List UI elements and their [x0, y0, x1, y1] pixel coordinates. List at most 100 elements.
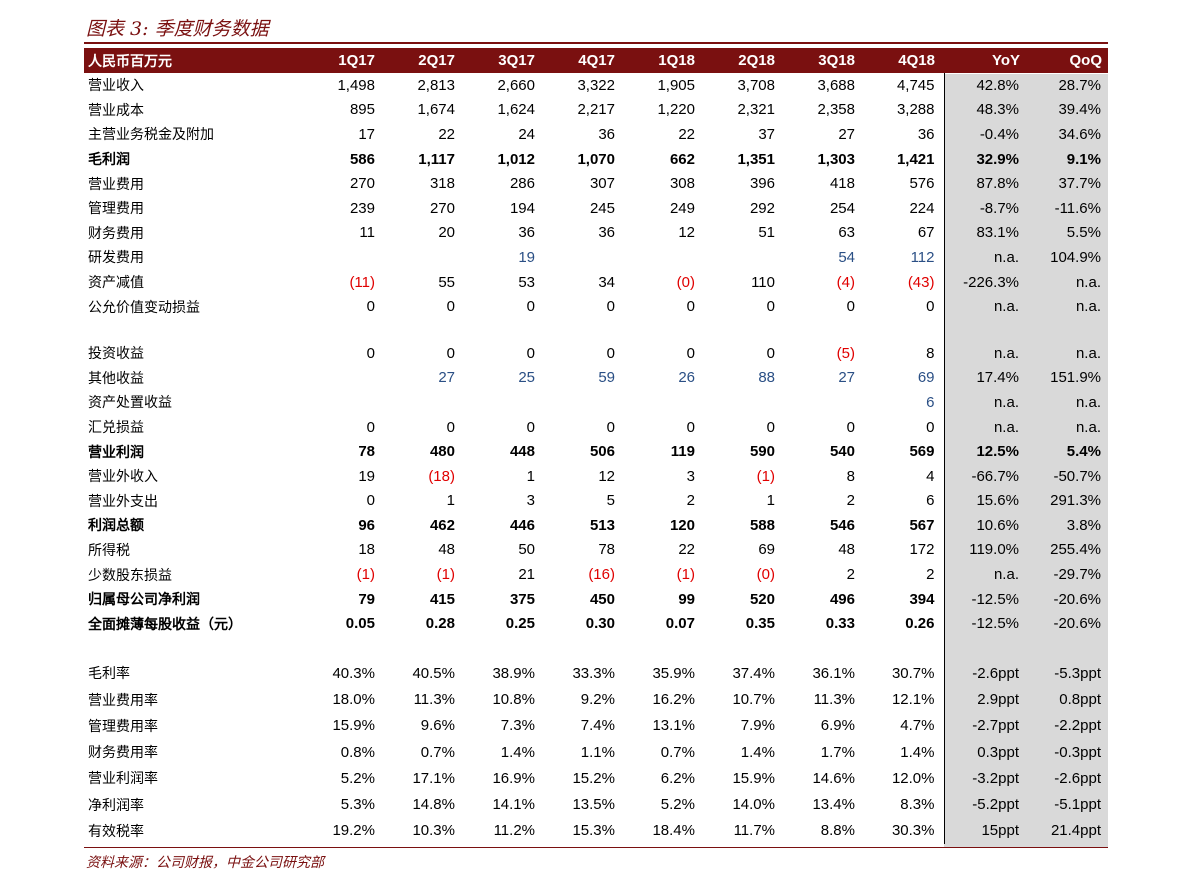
- table-row: 营业费用 270 318 286 307 308 396 418 576 87.8% 37.7%: [84, 171, 1108, 196]
- table-cell: 15.3%: [572, 822, 615, 840]
- table-cell: 9.6%: [420, 717, 455, 735]
- table-cell: 450: [589, 590, 615, 608]
- table-cell: [304, 390, 384, 415]
- table-cell: [464, 319, 544, 341]
- table-cell: 8: [864, 340, 945, 366]
- table-cell: 506: [589, 443, 615, 461]
- table-cell: 8: [846, 467, 855, 485]
- table-cell: [864, 636, 945, 661]
- table-cell: 224: [864, 195, 945, 221]
- table-cell: 34: [598, 273, 615, 291]
- table-cell: [784, 390, 864, 415]
- table-cell: 1,220: [657, 101, 695, 119]
- row-label: 有效税率: [88, 823, 144, 840]
- table-cell: 151.9%: [1050, 369, 1101, 387]
- table-cell: 3.8%: [1066, 516, 1101, 534]
- table-cell: 415: [429, 590, 455, 608]
- table-row: 有效税率 19.2% 10.3% 11.2% 15.3% 18.4% 11.7% 8.8% 30…: [84, 817, 1108, 845]
- table-cell: 254: [829, 199, 855, 217]
- row-label: 营业收入: [88, 78, 144, 95]
- table-cell: 16.9%: [492, 769, 535, 787]
- table-cell: (5): [836, 344, 855, 362]
- table-cell: 4,745: [864, 73, 945, 98]
- table-row: 少数股东损益 (1) (1) 21 (16) (1) (0) 2 2 n.a. -29.7%: [84, 562, 1108, 587]
- row-label: [84, 319, 304, 341]
- header-unit-label: 人民币百万元: [88, 53, 172, 70]
- row-label: 营业外支出: [88, 493, 158, 510]
- table-cell: 119.0%: [969, 541, 1019, 559]
- row-label: 管理费用: [88, 201, 144, 218]
- table-cell: (16): [588, 566, 615, 584]
- table-cell: 14.1%: [492, 796, 535, 814]
- table-cell: 249: [669, 199, 695, 217]
- table-cell: 9.1%: [1066, 150, 1101, 168]
- table-cell: [624, 636, 704, 660]
- table-cell: -12.5%: [971, 590, 1019, 608]
- table-cell: 28.7%: [1058, 76, 1101, 94]
- table-cell: 19.2%: [332, 822, 375, 840]
- table-cell: (43): [864, 269, 945, 295]
- table-cell: 8.3%: [864, 791, 945, 818]
- table-cell: -5.2ppt: [972, 796, 1019, 814]
- table-cell: 30.7%: [864, 660, 945, 687]
- table-cell: 27: [438, 369, 455, 387]
- table-row: 管理费用率 15.9% 9.6% 7.3% 7.4% 13.1% 7.9% 6.9% 4.7% -…: [84, 712, 1108, 739]
- table-cell: 5.2%: [660, 796, 695, 814]
- table-cell: 13.4%: [812, 796, 855, 814]
- table-cell: 120: [669, 516, 695, 534]
- table-cell: [384, 319, 464, 341]
- table-cell: n.a.: [993, 393, 1019, 411]
- yoy-qoq-shaded-column: [944, 74, 1108, 847]
- table-cell: -20.6%: [1053, 590, 1101, 608]
- table-cell: 18.4%: [652, 822, 695, 840]
- table-cell: 2,813: [417, 76, 455, 94]
- table-cell: 2,358: [817, 101, 855, 119]
- table-cell: [624, 319, 704, 341]
- row-label: 营业费用: [88, 176, 144, 193]
- table-cell: 22: [438, 125, 455, 143]
- table-cell: 1,905: [657, 76, 695, 94]
- table-row: 财务费用率 0.8% 0.7% 1.4% 1.1% 0.7% 1.4% 1.7% 1.4% 0.3…: [84, 738, 1108, 766]
- table-cell: 18: [358, 541, 375, 559]
- table-cell: [464, 636, 544, 660]
- table-cell: 1,421: [864, 146, 945, 172]
- table-cell: 3: [526, 492, 535, 510]
- table-cell: 1: [526, 467, 535, 485]
- table-cell: 8.8%: [820, 822, 855, 840]
- table-row: 公允价值变动损益 0 0 0 0 0 0 0 0 n.a. n.a.: [84, 294, 1108, 319]
- table-cell: n.a.: [1075, 273, 1101, 291]
- table-cell: 13.1%: [652, 717, 695, 735]
- table-cell: [304, 319, 384, 341]
- table-cell: 520: [749, 590, 775, 608]
- table-cell: 2,217: [577, 101, 615, 119]
- table-cell: 0: [686, 298, 695, 316]
- table-cell: (4): [836, 273, 855, 291]
- table-cell: 1,674: [417, 101, 455, 119]
- table-cell: 0: [366, 492, 375, 510]
- table-cell: 6: [864, 390, 945, 415]
- row-label: 营业利润率: [88, 771, 158, 788]
- table-cell: 0: [446, 298, 455, 316]
- table-cell: 12: [678, 224, 695, 242]
- table-cell: 96: [358, 516, 375, 534]
- table-cell: 588: [749, 516, 775, 534]
- table-cell: 0: [846, 418, 855, 436]
- table-cell: 36.1%: [812, 664, 855, 682]
- table-cell: -3.2ppt: [972, 769, 1019, 787]
- row-label: 营业成本: [88, 102, 144, 119]
- table-cell: 0.8%: [340, 743, 375, 761]
- table-cell: (1): [356, 566, 375, 584]
- quarterly-financial-table: 人民币百万元 1Q17 2Q17 3Q17 4Q17 1Q18 2Q18 3Q18 4Q18 Yo…: [84, 48, 1108, 845]
- table-cell: 2: [686, 492, 695, 510]
- table-cell: 0.25: [505, 615, 535, 633]
- table-cell: 0.7%: [420, 743, 455, 761]
- table-cell: 0.05: [345, 615, 375, 633]
- table-cell: [544, 319, 624, 341]
- table-row: 资产减值 (11) 55 53 34 (0) 110 (4) (43) -226.3% n.a.: [84, 269, 1108, 295]
- table-cell: -2.7ppt: [972, 717, 1019, 735]
- table-cell: 48: [438, 541, 455, 559]
- table-cell: 567: [864, 513, 945, 538]
- table-cell: 462: [429, 516, 455, 534]
- table-row: 营业费用率 18.0% 11.3% 10.8% 9.2% 16.2% 10.7% 11.3% 1…: [84, 686, 1108, 713]
- table-cell: n.a.: [993, 418, 1019, 436]
